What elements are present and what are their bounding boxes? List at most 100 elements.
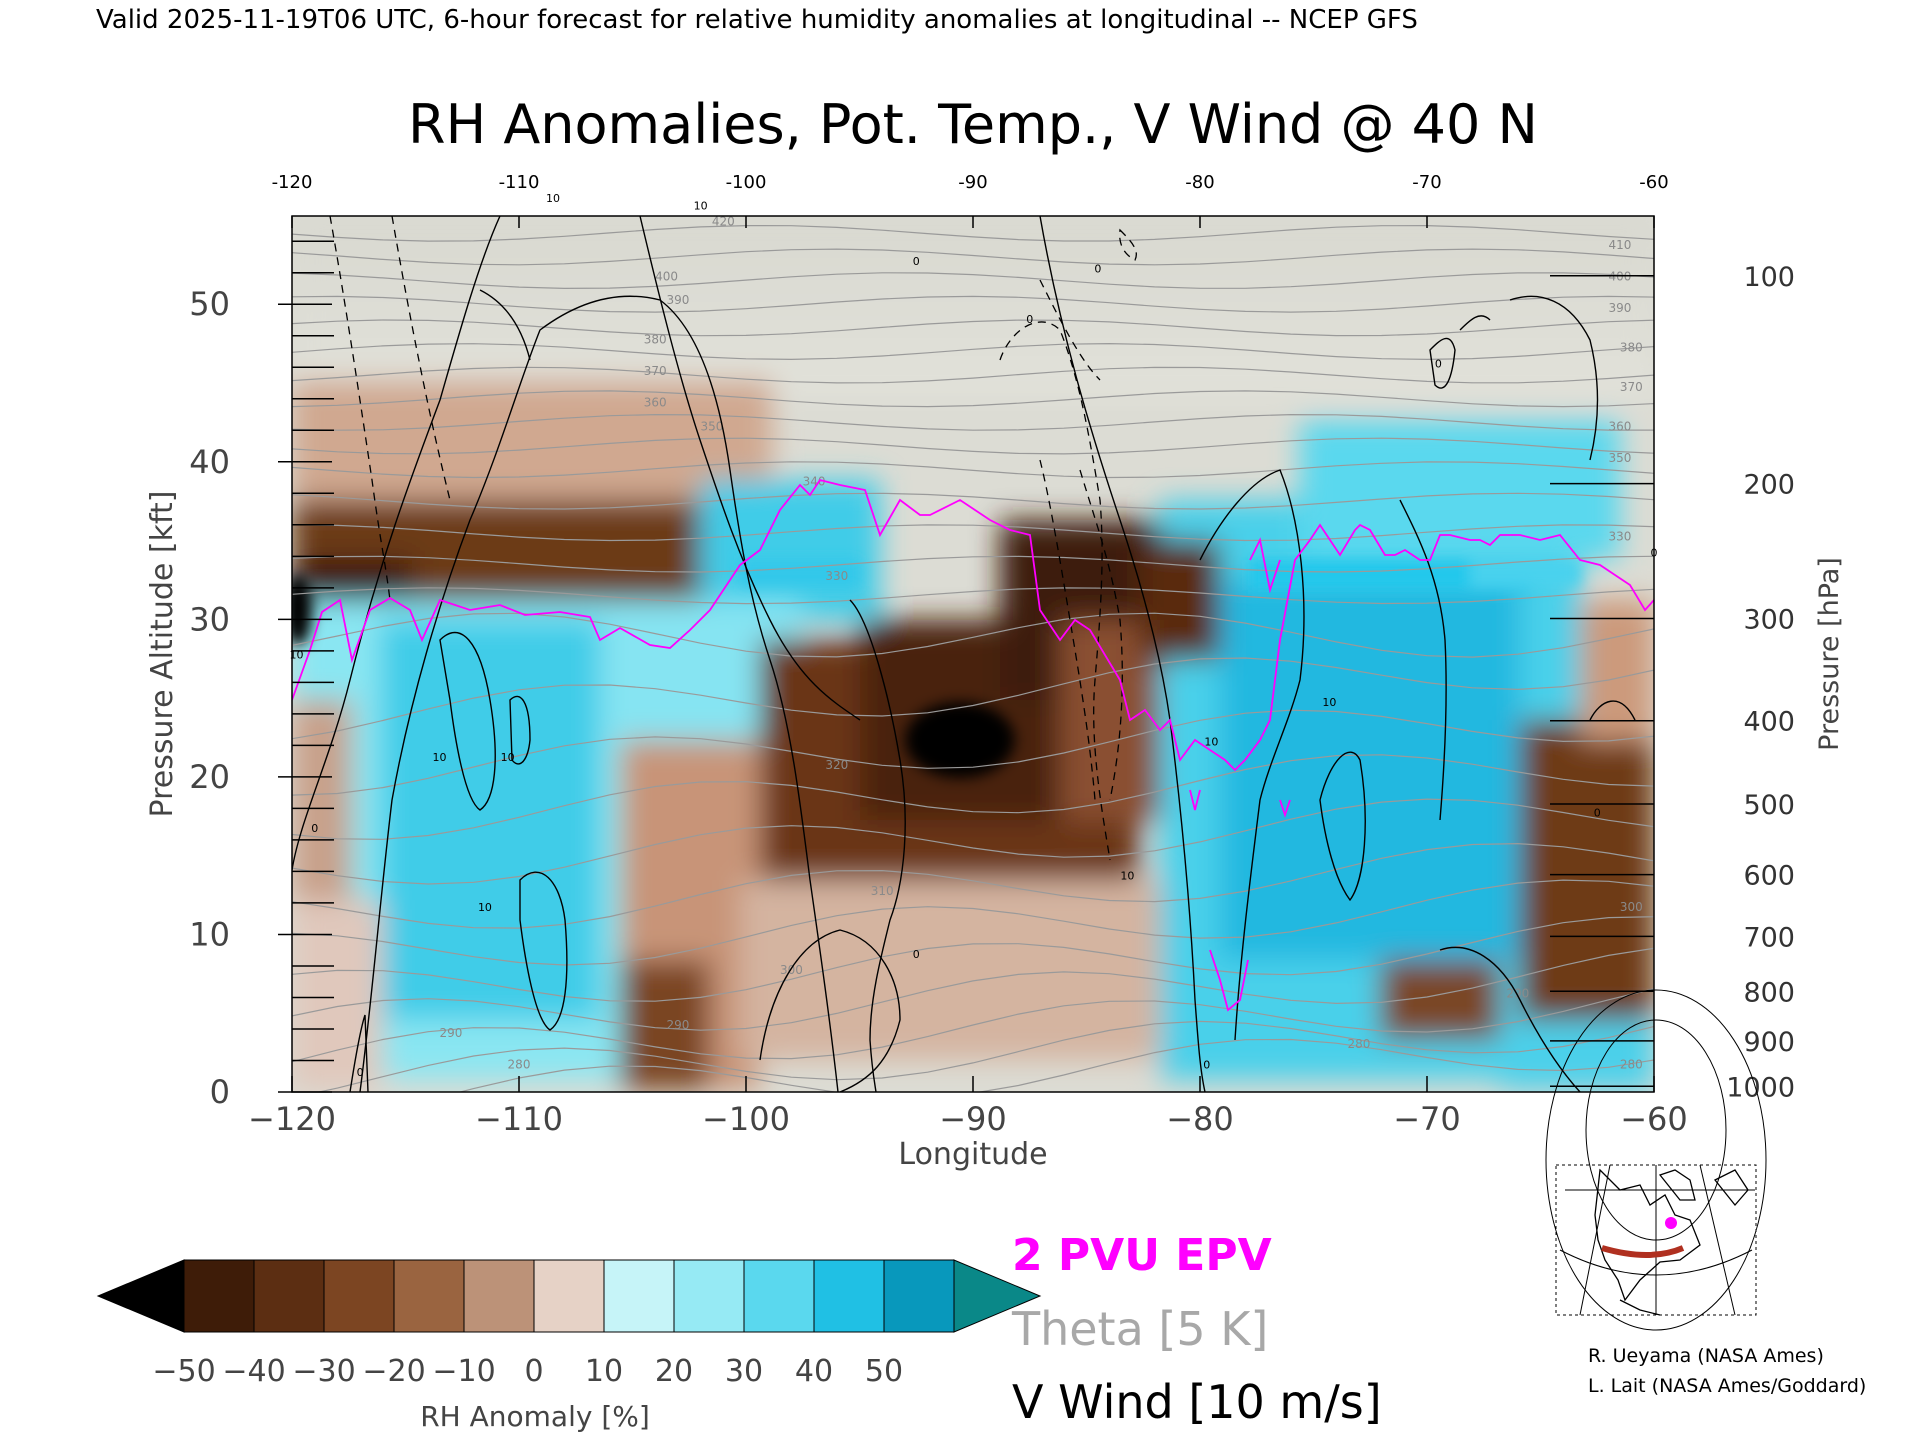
colorbar-tick-label: −30 [292,1354,355,1389]
top-tick-label: -100 [726,172,767,193]
y-tick-label: 10 [189,915,230,953]
legend-vwind: V Wind [10 m/s] [1012,1375,1382,1429]
colorbar-over-arrow [953,1259,1042,1333]
x-tick-label: −100 [702,1100,790,1138]
colorbar-tick-label: 50 [865,1354,903,1389]
legend-epv: 2 PVU EPV [1012,1230,1272,1281]
theta-label: 290 [666,1018,689,1032]
rh-anomaly-field [292,216,1654,1092]
top-tick-label: -90 [958,172,987,193]
pressure-tick-label: 800 [1743,977,1795,1008]
theta-label: 290 [1506,986,1529,1000]
colorbar-swatch [393,1259,465,1333]
pressure-tick-label: 200 [1743,470,1795,501]
x-tick-label: −90 [939,1100,1007,1138]
theta-label: 280 [1620,1057,1643,1071]
v-wind-label: 10 [546,192,560,205]
theta-label: 350 [1608,451,1631,465]
colorbar-swatch [673,1259,745,1333]
theta-line [292,413,1654,431]
colorbar-tick-label: −20 [362,1354,425,1389]
theta-line [292,657,1654,740]
theta-line [292,988,1654,1063]
colorbar-swatch [603,1259,675,1333]
colorbar-swatch [813,1259,885,1333]
top-tick-label: -70 [1412,172,1441,193]
legend-theta: Theta [5 K] [1011,1302,1268,1356]
epv-spikes [1189,537,1291,1012]
v-wind-label: 0 [1435,357,1442,370]
theta-label: 390 [666,293,689,307]
y-tick-label: 50 [189,285,230,323]
colorbar-tick-label: 20 [655,1354,693,1389]
theta-label: 340 [803,474,826,488]
theta-label: 400 [655,270,678,284]
theta-label: 420 [712,214,735,228]
v-wind-label: 0 [357,1066,364,1079]
theta-label: 280 [508,1057,531,1071]
top-longitude-axis: -120 -110 -100 -90 -80 -70 -60 [272,172,1669,228]
pressure-tick-label: 600 [1743,861,1795,892]
v-wind-label: 10 [433,751,447,764]
theta-line [292,461,1654,479]
v-wind-label: 0 [1094,263,1101,276]
v-wind-contours [292,216,1636,1092]
v-wind-label: 10 [1322,696,1336,709]
theta-label: 300 [780,963,803,977]
v-wind-label: 0 [311,822,318,835]
theta-label: 360 [644,396,667,410]
pressure-tick-label: 100 [1743,262,1795,293]
pressure-tick-label: 400 [1743,707,1795,738]
y-axis-pressure: 1000 900 800 700 600 500 400 300 200 100 [1550,262,1795,1103]
v-wind-label: 10 [1120,869,1134,882]
theta-label: 370 [644,364,667,378]
v-wind-label: 10 [478,901,492,914]
chart-title: RH Anomalies, Pot. Temp., V Wind @ 40 N [408,93,1538,156]
colorbar-tick-labels: −50 −40 −30 −20 −10 0 10 20 30 40 50 [152,1354,903,1389]
pressure-tick-label: 300 [1743,605,1795,636]
x-tick-label: −80 [1166,1100,1234,1138]
theta-line [292,555,1654,573]
x-tick-label: −60 [1620,1100,1688,1138]
theta-line [292,272,1654,290]
colorbar-tick-label: −10 [432,1354,495,1389]
v-wind-label: 0 [913,255,920,268]
theta-label: 400 [1608,270,1631,284]
theta-line [292,754,1654,840]
y-tick-label: 40 [189,443,230,481]
theta-label: 280 [1347,1037,1370,1051]
theta-line [292,524,1654,542]
v-wind-negative-contours [329,216,1137,861]
colorbar-swatch [253,1259,325,1333]
colorbar-swatch [533,1259,605,1333]
v-wind-label: 0 [1026,313,1033,326]
colorbar-tick-label: 0 [524,1354,543,1389]
v-wind-label: 10 [1204,735,1218,748]
top-tick-label: -120 [272,172,313,193]
v-wind-label: 0 [1203,1058,1210,1071]
colorbar-swatch [743,1259,815,1333]
theta-line [292,366,1654,384]
pressure-tick-label: 500 [1743,790,1795,821]
colorbar-tick-label: −50 [152,1354,215,1389]
theta-line [292,342,1654,361]
theta-line [292,842,1654,929]
y-axis-kft: 0 10 20 30 40 50 [189,285,332,1111]
v-wind-label: 0 [1594,806,1601,819]
top-tick-label: -80 [1185,172,1214,193]
theta-label: 330 [1608,530,1631,544]
x-tick-label: −70 [1393,1100,1461,1138]
top-tick-label: -60 [1639,172,1668,193]
x-tick-label: −110 [475,1100,563,1138]
y2-axis-label: Pressure [hPa] [1814,557,1845,751]
y-axis-label: Pressure Altitude [kft] [145,491,180,818]
colorbar-tick-label: 10 [585,1354,623,1389]
theta-label: 290 [439,1026,462,1040]
v-wind-label: 10 [501,751,515,764]
colorbar-tick-label: 40 [795,1354,833,1389]
theta-label: 380 [1620,340,1643,354]
colorbar-tick-label: −40 [222,1354,285,1389]
epv-2pvu-line [292,478,1654,772]
